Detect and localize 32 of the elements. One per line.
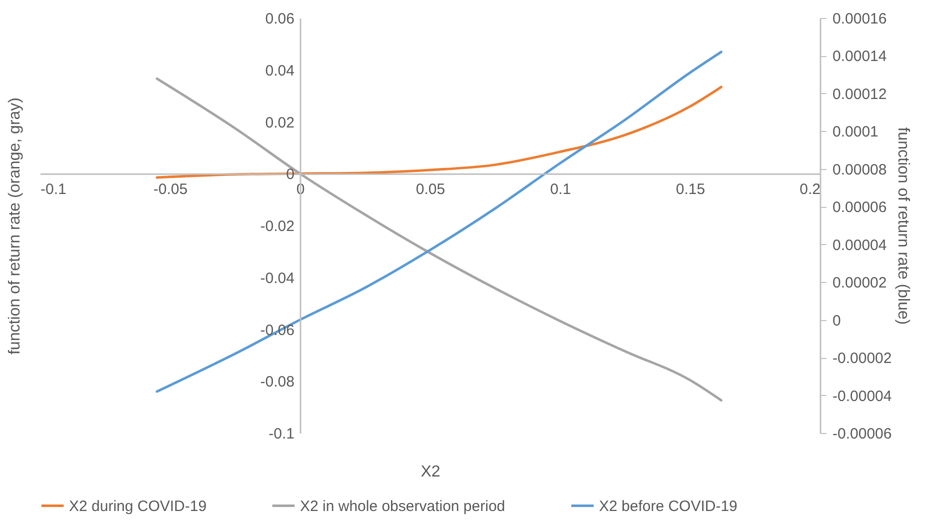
x-axis-title: X2 — [420, 464, 440, 480]
y-tick-label: -0.02 — [260, 218, 294, 235]
y2-tick-label: 0.00006 — [832, 199, 887, 216]
y-axis-title: function of return rate (orange, gray) — [6, 97, 24, 355]
y-tick-label: -0.04 — [260, 270, 294, 287]
y2-tick-label: 0.00016 — [832, 10, 887, 28]
x-tick-label: -0.1 — [40, 181, 66, 198]
y-tick-label: -0.08 — [260, 374, 294, 391]
x-tick-label: 0.05 — [416, 181, 446, 198]
y2-tick-label: 0.00014 — [832, 48, 887, 66]
y-tick-label: 0.02 — [265, 114, 294, 132]
y2-axis-title: function of return rate (blue) — [894, 127, 912, 325]
y2-tick-label: 0.00008 — [832, 161, 887, 178]
y2-tick-label: 0.00002 — [832, 274, 887, 292]
y2-tick-label: 0.0001 — [832, 124, 878, 141]
y2-tick-label: 0.00004 — [832, 236, 887, 254]
legend-label: X2 in whole observation period — [300, 498, 506, 515]
y2-tick-label: 0.00012 — [832, 86, 887, 103]
y2-tick-label: 0 — [832, 312, 841, 330]
x-tick-label: -0.05 — [153, 181, 188, 198]
y-tick-label: 0.04 — [265, 62, 294, 80]
legend-label: X2 during COVID-19 — [69, 498, 207, 515]
y2-tick-label: -0.00006 — [832, 426, 892, 442]
line-series — [156, 86, 722, 179]
x-tick-label: 0.2 — [800, 181, 820, 198]
y2-tick-label: -0.00004 — [832, 388, 892, 405]
y-tick-label: -0.1 — [268, 426, 294, 442]
x-tick-label: 0.1 — [550, 181, 571, 198]
y-tick-label: 0.06 — [265, 10, 294, 28]
x-tick-label: 0.15 — [676, 181, 706, 198]
legend-label: X2 before COVID-19 — [599, 498, 738, 515]
y2-tick-label: -0.00002 — [832, 350, 892, 368]
